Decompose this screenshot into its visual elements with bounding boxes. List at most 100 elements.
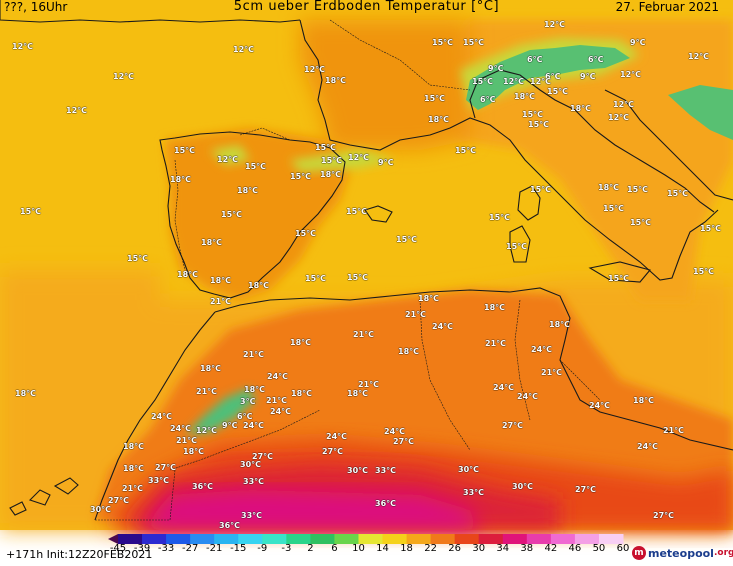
- temp-label: 24°C: [517, 392, 539, 401]
- temp-label: 3°C: [240, 397, 256, 406]
- temp-label: 24°C: [151, 412, 173, 421]
- temp-label: 6°C: [545, 72, 561, 81]
- temp-label: 30°C: [90, 505, 112, 514]
- temp-label: 15°C: [455, 146, 477, 155]
- temp-label: 12°C: [544, 20, 566, 29]
- temp-label: 21°C: [196, 387, 218, 396]
- colorbar-swatch: [214, 534, 239, 544]
- temp-label: 15°C: [489, 213, 511, 222]
- colorbar-tick: 50: [592, 543, 606, 554]
- temp-label: 15°C: [424, 94, 446, 103]
- temp-label: 15°C: [245, 162, 267, 171]
- temp-label: 15°C: [174, 146, 196, 155]
- meteopool-logo[interactable]: m meteopool .org: [632, 546, 733, 560]
- temp-label: 18°C: [570, 104, 592, 113]
- temp-label: 15°C: [700, 224, 722, 233]
- colorbar-tick: 30: [472, 543, 486, 554]
- temp-label: 9°C: [580, 72, 596, 81]
- temp-label: 12°C: [233, 45, 255, 54]
- colorbar: -45 -39 -33 -27 -21 -15 -9 -3 2 6 10 14 18 22 26 30 34 38…: [108, 530, 638, 560]
- colorbar-low-arrow: [108, 534, 118, 544]
- temp-label: 12°C: [613, 100, 635, 109]
- colorbar-tick: 22: [424, 543, 437, 554]
- temp-label: 30°C: [458, 465, 480, 474]
- temp-label: 27°C: [502, 421, 524, 430]
- temp-label: 15°C: [506, 242, 528, 251]
- temp-label: 21°C: [210, 297, 232, 306]
- temp-label: 24°C: [384, 427, 406, 436]
- temp-label: 24°C: [270, 407, 292, 416]
- temp-label: 9°C: [378, 158, 394, 167]
- temp-label: 15°C: [20, 207, 42, 216]
- temp-label: 30°C: [347, 466, 369, 475]
- temp-label: 27°C: [653, 511, 675, 520]
- temp-label: 18°C: [347, 389, 369, 398]
- temp-label: 15°C: [346, 207, 368, 216]
- temp-label: 24°C: [493, 383, 515, 392]
- temp-label: 24°C: [637, 442, 659, 451]
- temp-label: 15°C: [472, 77, 494, 86]
- temp-label: 12°C: [304, 65, 326, 74]
- temp-label: 18°C: [123, 464, 145, 473]
- temp-label: 18°C: [291, 389, 313, 398]
- temp-label: 12°C: [113, 72, 135, 81]
- colorbar-swatch: [526, 534, 552, 544]
- temp-label: 21°C: [405, 310, 427, 319]
- temp-label: 18°C: [633, 396, 655, 405]
- temp-label: 18°C: [398, 347, 420, 356]
- colorbar-tick: 10: [352, 543, 365, 554]
- colorbar-tick: 2: [307, 543, 314, 554]
- temp-label: 15°C: [315, 143, 337, 152]
- temp-label: 33°C: [241, 511, 263, 520]
- colorbar-swatch: [142, 534, 167, 544]
- temp-label: 21°C: [243, 350, 265, 359]
- colorbar-tick: 34: [496, 543, 510, 554]
- colorbar-swatch: [454, 534, 480, 544]
- temp-label: 18°C: [183, 447, 205, 456]
- temp-label: 12°C: [217, 155, 239, 164]
- temp-label: 27°C: [575, 485, 597, 494]
- temp-label: 18°C: [244, 385, 266, 394]
- temp-label: 21°C: [122, 484, 144, 493]
- temp-label: 33°C: [375, 466, 397, 475]
- temp-label: 12°C: [620, 70, 642, 79]
- temp-label: 9°C: [222, 421, 238, 430]
- temp-label: 36°C: [375, 499, 397, 508]
- colorbar-tick: 18: [400, 543, 413, 554]
- temp-label: 27°C: [322, 447, 344, 456]
- temp-label: 15°C: [432, 38, 454, 47]
- temp-label: 21°C: [541, 368, 563, 377]
- colorbar-tick: -39: [133, 543, 151, 554]
- temp-label: 18°C: [290, 338, 312, 347]
- colorbar-swatch: [334, 534, 359, 544]
- colorbar-tick: -9: [257, 543, 268, 554]
- colorbar-swatch: [238, 534, 263, 544]
- colorbar-tick: -33: [157, 543, 175, 554]
- temp-label: 18°C: [177, 270, 199, 279]
- logo-suffix: .org: [713, 548, 733, 558]
- temp-label: 15°C: [528, 120, 550, 129]
- temp-label: 9°C: [488, 64, 504, 73]
- colorbar-tick: -21: [206, 543, 223, 554]
- temp-label: 12°C: [196, 426, 218, 435]
- temp-label: 15°C: [221, 210, 243, 219]
- temp-label: 24°C: [326, 432, 348, 441]
- temp-label: 6°C: [237, 412, 253, 421]
- colorbar-tick: 46: [568, 543, 582, 554]
- temp-label: 18°C: [320, 170, 342, 179]
- colorbar-tick: -15: [230, 543, 247, 554]
- init-info: +171h Init:12Z20FEB2021: [6, 548, 153, 561]
- colorbar-swatch: [574, 534, 600, 544]
- temp-label: 18°C: [200, 364, 222, 373]
- temp-label: 6°C: [527, 55, 543, 64]
- colorbar-tick: 6: [331, 543, 338, 554]
- temp-label: 15°C: [396, 235, 418, 244]
- temp-label: 24°C: [589, 401, 611, 410]
- temp-label: 18°C: [15, 389, 37, 398]
- colorbar-tick: 42: [544, 543, 558, 554]
- temperature-field: [0, 0, 733, 530]
- colorbar-swatch: [406, 534, 432, 544]
- colorbar-tick: 60: [616, 543, 630, 554]
- colorbar-tick: -45: [109, 543, 127, 554]
